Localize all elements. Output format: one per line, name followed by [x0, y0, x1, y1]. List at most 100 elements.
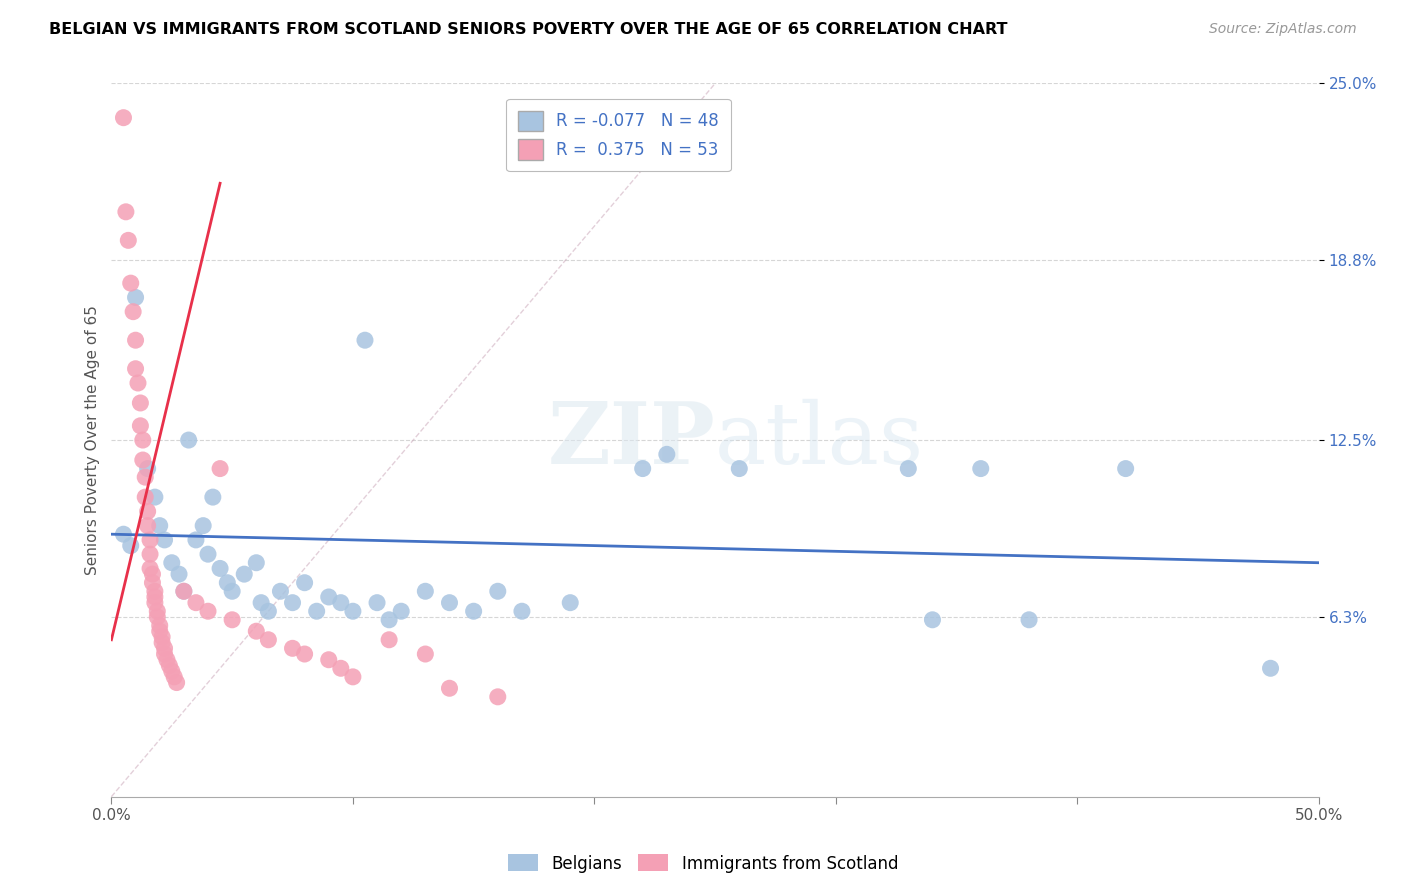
Point: [415, 584, 437, 599]
Point: [257, 632, 280, 647]
Point: [163, 670, 186, 684]
Point: [136, 504, 159, 518]
Point: [136, 518, 159, 533]
Point: [124, 333, 146, 347]
Point: [342, 604, 364, 618]
Point: [233, 567, 256, 582]
Point: [184, 596, 207, 610]
Point: [318, 590, 340, 604]
Point: [184, 533, 207, 547]
Point: [127, 376, 149, 390]
Point: [150, 630, 173, 644]
Point: [510, 604, 533, 618]
Point: [143, 490, 166, 504]
Point: [197, 547, 219, 561]
Text: BELGIAN VS IMMIGRANTS FROM SCOTLAND SENIORS POVERTY OVER THE AGE OF 65 CORRELATI: BELGIAN VS IMMIGRANTS FROM SCOTLAND SENI…: [49, 22, 1008, 37]
Point: [193, 518, 215, 533]
Point: [112, 527, 135, 541]
Point: [153, 647, 176, 661]
Y-axis label: Seniors Poverty Over the Age of 65: Seniors Poverty Over the Age of 65: [86, 305, 100, 575]
Point: [143, 590, 166, 604]
Point: [124, 361, 146, 376]
Point: [141, 575, 163, 590]
Legend: R = -0.077   N = 48, R =  0.375   N = 53: R = -0.077 N = 48, R = 0.375 N = 53: [506, 99, 731, 171]
Point: [257, 604, 280, 618]
Point: [153, 641, 176, 656]
Point: [173, 584, 195, 599]
Point: [463, 604, 485, 618]
Point: [173, 584, 195, 599]
Point: [269, 584, 291, 599]
Point: [897, 461, 920, 475]
Point: [1115, 461, 1137, 475]
Text: atlas: atlas: [716, 399, 924, 482]
Text: ZIP: ZIP: [547, 398, 716, 482]
Point: [146, 610, 169, 624]
Point: [1260, 661, 1282, 675]
Point: [132, 453, 155, 467]
Point: [631, 461, 654, 475]
Point: [439, 681, 461, 696]
Point: [132, 433, 155, 447]
Legend: Belgians, Immigrants from Scotland: Belgians, Immigrants from Scotland: [501, 847, 905, 880]
Point: [143, 584, 166, 599]
Point: [209, 561, 232, 575]
Point: [389, 604, 412, 618]
Point: [250, 596, 273, 610]
Point: [120, 276, 142, 290]
Point: [486, 690, 509, 704]
Point: [921, 613, 943, 627]
Point: [305, 604, 328, 618]
Point: [167, 567, 190, 582]
Point: [129, 418, 152, 433]
Point: [156, 653, 179, 667]
Point: [160, 664, 183, 678]
Point: [134, 490, 156, 504]
Point: [281, 641, 304, 656]
Point: [209, 461, 232, 475]
Point: [112, 111, 135, 125]
Point: [197, 604, 219, 618]
Point: [117, 233, 139, 247]
Point: [149, 518, 172, 533]
Point: [970, 461, 993, 475]
Point: [115, 204, 138, 219]
Point: [177, 433, 200, 447]
Point: [655, 447, 678, 461]
Point: [281, 596, 304, 610]
Point: [486, 584, 509, 599]
Point: [354, 333, 377, 347]
Point: [129, 396, 152, 410]
Point: [124, 290, 146, 304]
Point: [149, 618, 172, 632]
Point: [294, 575, 316, 590]
Text: Source: ZipAtlas.com: Source: ZipAtlas.com: [1209, 22, 1357, 37]
Point: [560, 596, 582, 610]
Point: [160, 556, 183, 570]
Point: [166, 675, 188, 690]
Point: [120, 539, 142, 553]
Point: [122, 304, 145, 318]
Point: [139, 561, 162, 575]
Point: [149, 624, 172, 639]
Point: [217, 575, 239, 590]
Point: [329, 661, 352, 675]
Point: [157, 658, 180, 673]
Point: [201, 490, 224, 504]
Point: [329, 596, 352, 610]
Point: [143, 596, 166, 610]
Point: [318, 653, 340, 667]
Point: [366, 596, 388, 610]
Point: [136, 461, 159, 475]
Point: [150, 635, 173, 649]
Point: [378, 632, 401, 647]
Point: [1018, 613, 1040, 627]
Point: [378, 613, 401, 627]
Point: [245, 556, 267, 570]
Point: [439, 596, 461, 610]
Point: [141, 567, 163, 582]
Point: [415, 647, 437, 661]
Point: [342, 670, 364, 684]
Point: [134, 470, 156, 484]
Point: [245, 624, 267, 639]
